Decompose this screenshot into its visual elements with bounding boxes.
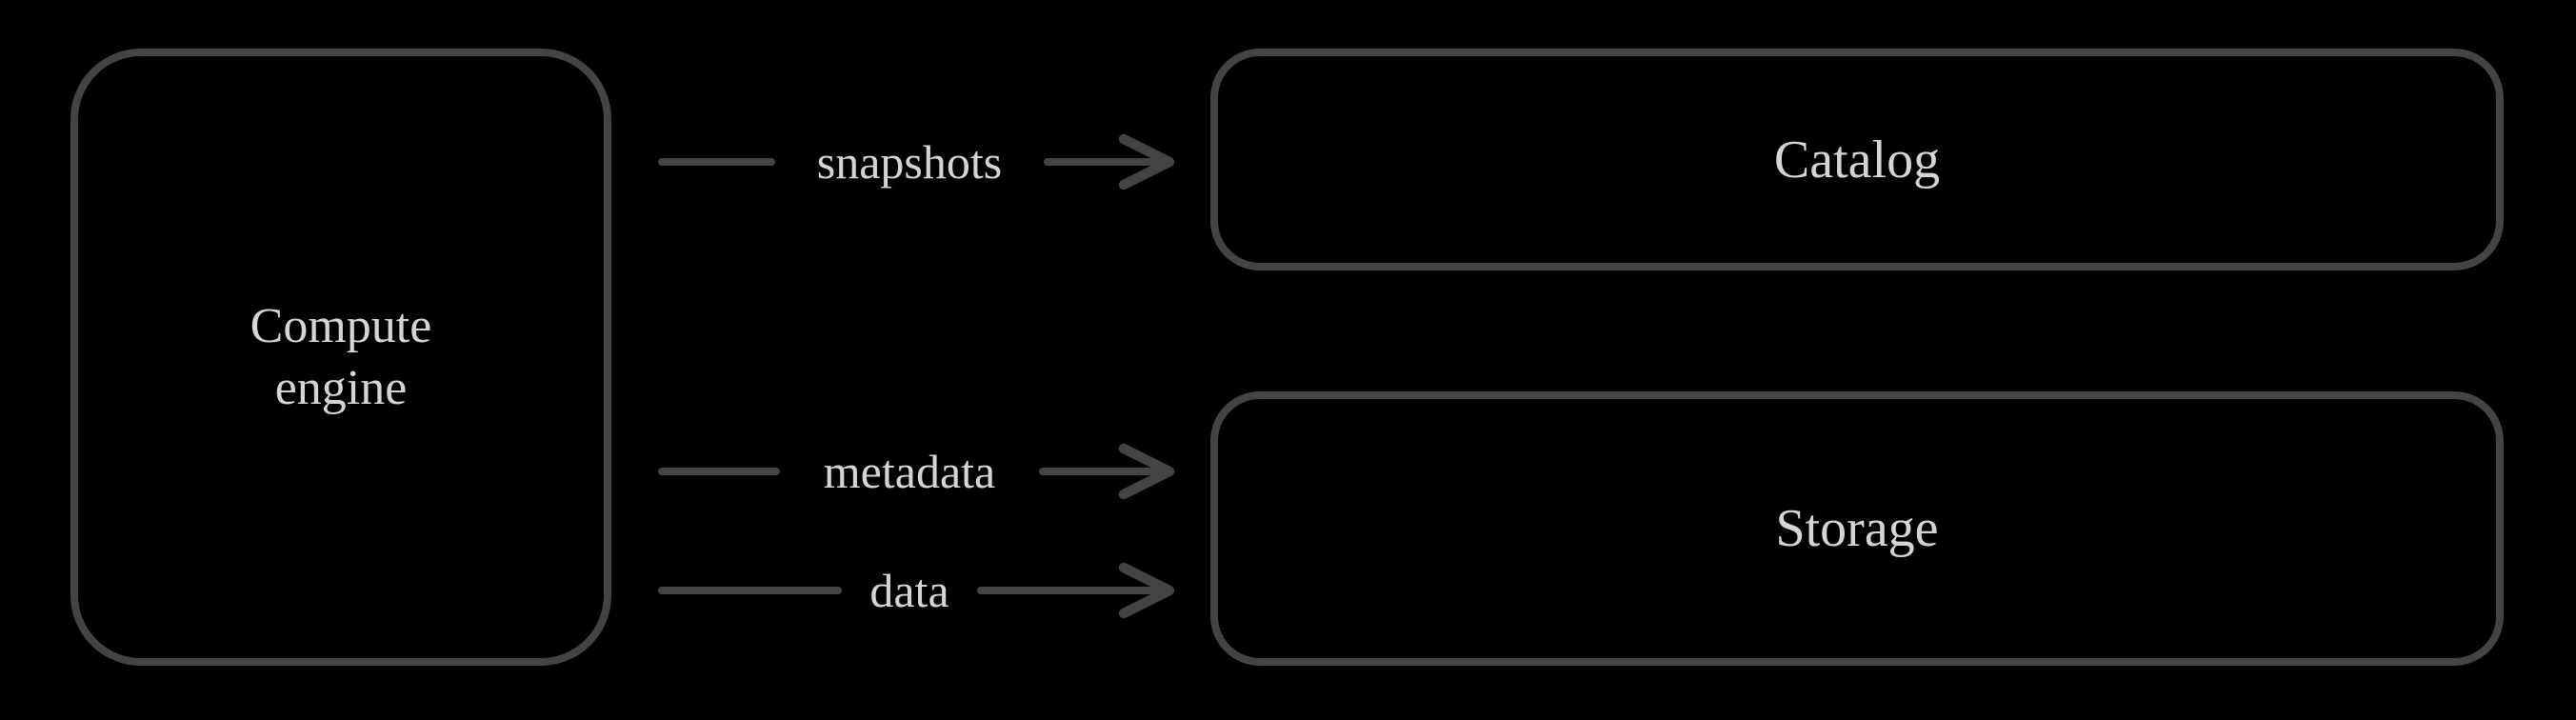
node-compute-label: Compute engine [250, 295, 432, 419]
edge-label-data: data [869, 563, 949, 618]
diagram-canvas: Compute engine Catalog Storage snapshots… [0, 0, 2576, 720]
edge-label-metadata: metadata [824, 444, 995, 499]
edge-label-snapshots: snapshots [817, 134, 1002, 190]
node-compute-engine: Compute engine [74, 52, 608, 662]
node-catalog: Catalog [1214, 52, 2500, 267]
node-storage-label: Storage [1775, 495, 1938, 562]
node-catalog-label: Catalog [1774, 127, 1940, 193]
node-storage: Storage [1214, 395, 2500, 662]
